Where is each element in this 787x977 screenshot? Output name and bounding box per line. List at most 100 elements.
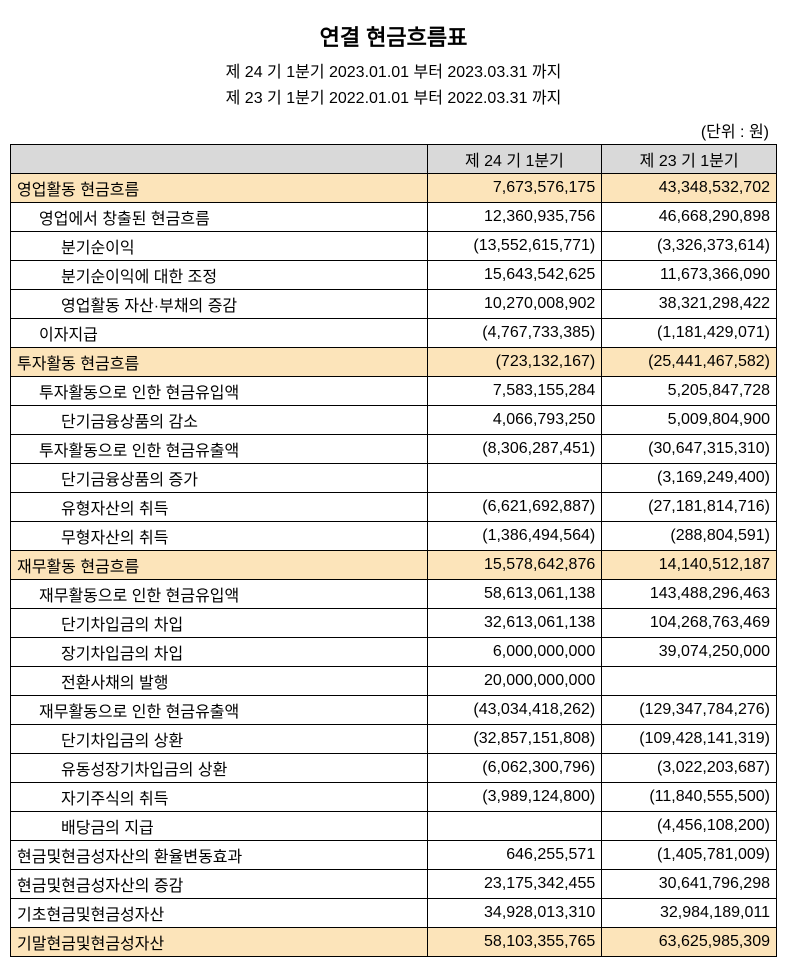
- table-row: 현금및현금성자산의 증감23,175,342,45530,641,796,298: [11, 870, 777, 899]
- row-label: 유형자산의 취득: [11, 493, 428, 522]
- table-row: 자기주식의 취득(3,989,124,800)(11,840,555,500): [11, 783, 777, 812]
- row-value-current: 32,613,061,138: [427, 609, 602, 638]
- row-value-prior: 143,488,296,463: [602, 580, 777, 609]
- row-label: 단기차입금의 상환: [11, 725, 428, 754]
- row-value-current: [427, 464, 602, 493]
- row-value-prior: 46,668,290,898: [602, 203, 777, 232]
- row-value-current: 7,673,576,175: [427, 174, 602, 203]
- row-value-current: [427, 812, 602, 841]
- row-value-current: 23,175,342,455: [427, 870, 602, 899]
- table-row: 배당금의 지급 (4,456,108,200): [11, 812, 777, 841]
- row-value-prior: 63,625,985,309: [602, 928, 777, 957]
- row-value-prior: 5,205,847,728: [602, 377, 777, 406]
- row-value-prior: (3,326,373,614): [602, 232, 777, 261]
- table-row: 영업에서 창출된 현금흐름12,360,935,75646,668,290,89…: [11, 203, 777, 232]
- row-value-current: (43,034,418,262): [427, 696, 602, 725]
- table-header-row: 제 24 기 1분기 제 23 기 1분기: [11, 145, 777, 174]
- row-value-prior: (3,022,203,687): [602, 754, 777, 783]
- row-label: 현금및현금성자산의 증감: [11, 870, 428, 899]
- table-row: 분기순이익(13,552,615,771)(3,326,373,614): [11, 232, 777, 261]
- row-label: 분기순이익: [11, 232, 428, 261]
- row-value-current: 58,613,061,138: [427, 580, 602, 609]
- period-prior: 제 23 기 1분기 2022.01.01 부터 2022.03.31 까지: [10, 84, 777, 108]
- row-label: 영업활동 현금흐름: [11, 174, 428, 203]
- row-label: 단기차입금의 차입: [11, 609, 428, 638]
- row-value-prior: (4,456,108,200): [602, 812, 777, 841]
- row-label: 분기순이익에 대한 조정: [11, 261, 428, 290]
- table-row: 장기차입금의 차입6,000,000,00039,074,250,000: [11, 638, 777, 667]
- table-row: 재무활동으로 인한 현금유입액58,613,061,138143,488,296…: [11, 580, 777, 609]
- row-value-current: (3,989,124,800): [427, 783, 602, 812]
- row-value-current: 4,066,793,250: [427, 406, 602, 435]
- row-label: 이자지급: [11, 319, 428, 348]
- row-value-prior: 39,074,250,000: [602, 638, 777, 667]
- row-value-current: 6,000,000,000: [427, 638, 602, 667]
- row-value-prior: (27,181,814,716): [602, 493, 777, 522]
- row-value-prior: (30,647,315,310): [602, 435, 777, 464]
- row-label: 배당금의 지급: [11, 812, 428, 841]
- table-row: 분기순이익에 대한 조정15,643,542,62511,673,366,090: [11, 261, 777, 290]
- row-value-prior: (1,405,781,009): [602, 841, 777, 870]
- row-label: 단기금융상품의 감소: [11, 406, 428, 435]
- table-row: 영업활동 자산·부채의 증감10,270,008,90238,321,298,4…: [11, 290, 777, 319]
- column-header-prior: 제 23 기 1분기: [602, 145, 777, 174]
- row-value-current: (723,132,167): [427, 348, 602, 377]
- row-label: 재무활동으로 인한 현금유출액: [11, 696, 428, 725]
- row-value-current: (6,062,300,796): [427, 754, 602, 783]
- period-current: 제 24 기 1분기 2023.01.01 부터 2023.03.31 까지: [10, 58, 777, 82]
- cashflow-table: 제 24 기 1분기 제 23 기 1분기 영업활동 현금흐름7,673,576…: [10, 144, 777, 957]
- row-label: 기말현금및현금성자산: [11, 928, 428, 957]
- table-row: 단기차입금의 차입32,613,061,138104,268,763,469: [11, 609, 777, 638]
- row-label: 무형자산의 취득: [11, 522, 428, 551]
- table-row: 단기금융상품의 증가 (3,169,249,400): [11, 464, 777, 493]
- row-value-prior: 11,673,366,090: [602, 261, 777, 290]
- row-value-prior: (109,428,141,319): [602, 725, 777, 754]
- table-row: 재무활동 현금흐름15,578,642,87614,140,512,187: [11, 551, 777, 580]
- row-value-prior: 43,348,532,702: [602, 174, 777, 203]
- row-value-current: (13,552,615,771): [427, 232, 602, 261]
- row-value-current: (4,767,733,385): [427, 319, 602, 348]
- row-value-current: 646,255,571: [427, 841, 602, 870]
- column-header-label: [11, 145, 428, 174]
- document-title: 연결 현금흐름표: [10, 20, 777, 52]
- row-value-prior: (1,181,429,071): [602, 319, 777, 348]
- table-row: 투자활동 현금흐름(723,132,167)(25,441,467,582): [11, 348, 777, 377]
- table-row: 기초현금및현금성자산34,928,013,31032,984,189,011: [11, 899, 777, 928]
- table-row: 전환사채의 발행20,000,000,000: [11, 667, 777, 696]
- row-value-current: (1,386,494,564): [427, 522, 602, 551]
- row-value-current: 7,583,155,284: [427, 377, 602, 406]
- row-value-current: 34,928,013,310: [427, 899, 602, 928]
- unit-label: (단위 : 원): [10, 118, 769, 142]
- row-value-prior: 30,641,796,298: [602, 870, 777, 899]
- row-label: 투자활동으로 인한 현금유입액: [11, 377, 428, 406]
- row-value-current: 15,578,642,876: [427, 551, 602, 580]
- table-row: 현금및현금성자산의 환율변동효과646,255,571(1,405,781,00…: [11, 841, 777, 870]
- row-label: 자기주식의 취득: [11, 783, 428, 812]
- table-row: 유형자산의 취득(6,621,692,887)(27,181,814,716): [11, 493, 777, 522]
- row-label: 유동성장기차입금의 상환: [11, 754, 428, 783]
- row-value-current: 58,103,355,765: [427, 928, 602, 957]
- row-value-prior: (3,169,249,400): [602, 464, 777, 493]
- row-value-current: 12,360,935,756: [427, 203, 602, 232]
- row-label: 투자활동 현금흐름: [11, 348, 428, 377]
- table-row: 투자활동으로 인한 현금유입액7,583,155,2845,205,847,72…: [11, 377, 777, 406]
- row-value-prior: (11,840,555,500): [602, 783, 777, 812]
- row-value-prior: 38,321,298,422: [602, 290, 777, 319]
- table-row: 영업활동 현금흐름7,673,576,17543,348,532,702: [11, 174, 777, 203]
- row-label: 전환사채의 발행: [11, 667, 428, 696]
- row-value-prior: (129,347,784,276): [602, 696, 777, 725]
- table-row: 투자활동으로 인한 현금유출액(8,306,287,451)(30,647,31…: [11, 435, 777, 464]
- table-row: 재무활동으로 인한 현금유출액(43,034,418,262)(129,347,…: [11, 696, 777, 725]
- row-label: 단기금융상품의 증가: [11, 464, 428, 493]
- row-value-current: (6,621,692,887): [427, 493, 602, 522]
- row-value-current: 15,643,542,625: [427, 261, 602, 290]
- row-value-current: (32,857,151,808): [427, 725, 602, 754]
- row-value-prior: 14,140,512,187: [602, 551, 777, 580]
- table-row: 무형자산의 취득(1,386,494,564)(288,804,591): [11, 522, 777, 551]
- row-value-prior: (288,804,591): [602, 522, 777, 551]
- table-body: 영업활동 현금흐름7,673,576,17543,348,532,702영업에서…: [11, 174, 777, 957]
- row-value-current: (8,306,287,451): [427, 435, 602, 464]
- table-row: 단기금융상품의 감소4,066,793,2505,009,804,900: [11, 406, 777, 435]
- row-value-prior: 5,009,804,900: [602, 406, 777, 435]
- row-value-prior: 32,984,189,011: [602, 899, 777, 928]
